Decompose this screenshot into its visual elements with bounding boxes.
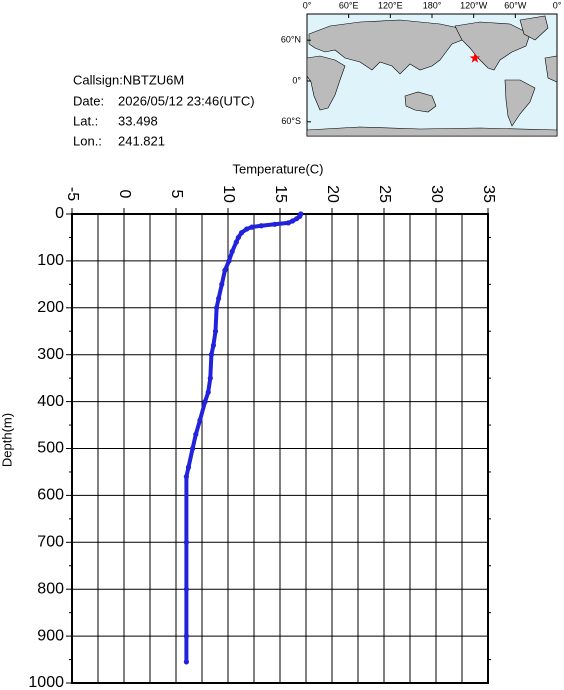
callsign: Callsign:NBTZU6M bbox=[73, 72, 184, 87]
profile-point bbox=[249, 224, 255, 230]
profile-point bbox=[244, 226, 250, 232]
y-tick-label: 100 bbox=[37, 252, 64, 269]
x-tick-label: 5 bbox=[168, 190, 185, 199]
lon: 241.821 bbox=[118, 133, 165, 148]
profile-point bbox=[219, 281, 225, 287]
y-tick-label: 800 bbox=[37, 580, 64, 597]
map-lon-label: 60°W bbox=[504, 0, 527, 10]
profile-point bbox=[183, 659, 189, 665]
profile-point bbox=[185, 464, 192, 470]
y-tick-label: 0 bbox=[55, 205, 64, 222]
profile-point bbox=[235, 234, 241, 241]
map-lon-label: 0° bbox=[303, 0, 312, 10]
profile-point bbox=[285, 220, 291, 226]
map-lon-label: 180° bbox=[423, 0, 442, 10]
profile-point bbox=[183, 633, 189, 639]
x-tick-label: 20 bbox=[324, 185, 341, 203]
y-tick-label: 500 bbox=[37, 440, 64, 457]
profile-point bbox=[183, 586, 189, 592]
map-lat-label: 60°S bbox=[281, 116, 301, 126]
profile-line bbox=[184, 212, 303, 664]
profile-point bbox=[212, 328, 219, 334]
map-lon-label: 0° bbox=[553, 0, 562, 10]
date-label: Date: bbox=[73, 93, 104, 108]
y-tick-label: 700 bbox=[37, 534, 64, 551]
y-tick-label: 300 bbox=[37, 346, 64, 363]
x-tick-label: 30 bbox=[428, 185, 445, 203]
map-lat-label: 60°N bbox=[281, 35, 301, 45]
y-tick-label: 200 bbox=[37, 299, 64, 316]
y-tick-label: 1000 bbox=[28, 674, 64, 690]
x-axis-label: Temperature(C) bbox=[232, 161, 323, 176]
profile-point bbox=[197, 417, 203, 423]
profile-point bbox=[238, 230, 245, 236]
profile-point bbox=[183, 539, 189, 545]
profile-point bbox=[208, 352, 214, 358]
x-tick-label: 25 bbox=[376, 185, 393, 203]
station-marker bbox=[469, 52, 481, 63]
profile-point bbox=[294, 216, 300, 222]
y-tick-label: 400 bbox=[37, 393, 64, 410]
profile-point bbox=[202, 399, 208, 405]
profile-point bbox=[190, 445, 196, 452]
lon-label: Lon.: bbox=[73, 133, 102, 148]
world-map bbox=[306, 13, 558, 137]
x-tick-label: 0 bbox=[116, 190, 133, 199]
map-lat-label: 0° bbox=[292, 75, 301, 85]
map-lon-label: 60°E bbox=[339, 0, 359, 10]
map-lon-label: 120°E bbox=[378, 0, 403, 10]
profile-point bbox=[233, 239, 239, 245]
profile-point bbox=[289, 218, 296, 224]
x-tick-label: 10 bbox=[220, 185, 237, 203]
date: 2026/05/12 23:46(UTC) bbox=[118, 93, 255, 108]
profile-point bbox=[210, 342, 217, 348]
profile-point bbox=[222, 267, 228, 273]
x-tick-label: 35 bbox=[480, 185, 497, 203]
lat: 33.498 bbox=[118, 113, 158, 128]
profile-point bbox=[258, 223, 264, 229]
profile-point bbox=[183, 474, 189, 480]
y-axis-label: Depth(m) bbox=[0, 413, 14, 467]
profile-point bbox=[229, 248, 235, 255]
lat-label: Lat.: bbox=[73, 113, 98, 128]
map-land bbox=[306, 15, 558, 137]
x-tick-label: 15 bbox=[272, 185, 289, 203]
profile-point bbox=[216, 295, 222, 302]
x-tick-label: -5 bbox=[64, 187, 81, 201]
profile-point bbox=[207, 375, 213, 381]
profile-point bbox=[226, 258, 232, 264]
y-tick-label: 900 bbox=[37, 627, 64, 644]
map-lon-label: 120°W bbox=[460, 0, 488, 10]
profile-point bbox=[213, 305, 220, 311]
y-tick-label: 600 bbox=[37, 487, 64, 504]
profile-point bbox=[272, 221, 278, 227]
plot-frame bbox=[71, 213, 489, 684]
profile-point bbox=[193, 431, 199, 438]
profile-point bbox=[205, 389, 211, 395]
